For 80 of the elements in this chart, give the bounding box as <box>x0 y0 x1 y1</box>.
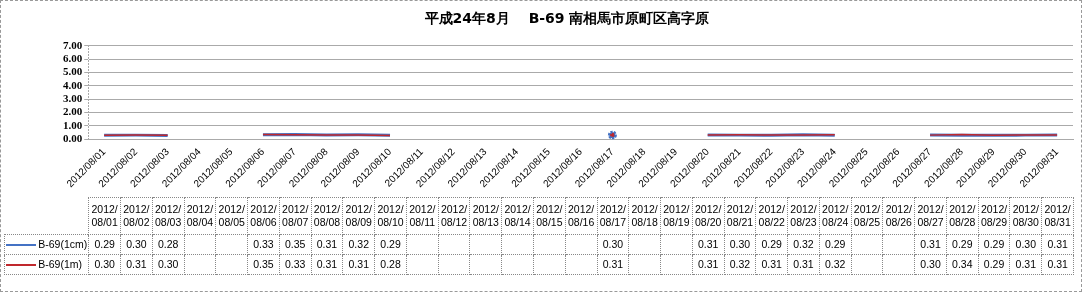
data-label: 0.31 <box>787 254 820 275</box>
data-label: 0.33 <box>247 234 280 255</box>
category-label: 2012/08/06 <box>250 203 277 228</box>
y-tick-label: 3.00 <box>63 91 83 104</box>
data-label: 0.35 <box>279 234 312 255</box>
data-label: 0.31 <box>692 234 725 255</box>
y-tick-label: 6.00 <box>63 51 83 64</box>
data-label: 0.31 <box>342 254 375 275</box>
y-tick-label: 4.00 <box>63 78 83 91</box>
category-label: 2012/08/14 <box>504 203 531 228</box>
category-label: 2012/08/12 <box>440 203 468 228</box>
category-label: 2012/08/21 <box>726 203 754 228</box>
data-label: 0.31 <box>1041 254 1074 275</box>
category-label: 2012/08/30 <box>1012 203 1039 228</box>
legend-label: B-69(1cm) <box>4 234 89 255</box>
data-label: 0.32 <box>787 234 820 255</box>
data-label: 0.30 <box>597 234 629 255</box>
data-label: 0.32 <box>342 234 375 255</box>
category-label: 2012/08/11 <box>409 203 436 228</box>
category-label: 2012/08/08 <box>313 203 341 228</box>
category-label: 2012/08/27 <box>917 203 944 228</box>
data-label: 0.30 <box>914 254 947 275</box>
data-label: 0.29 <box>819 234 852 255</box>
category-label: 2012/08/09 <box>345 203 372 228</box>
category-label: 2012/08/20 <box>695 203 722 228</box>
data-label: 0.30 <box>724 234 756 255</box>
category-label: 2012/08/19 <box>663 203 690 228</box>
chart-title: 平成24年8月 B-69 南相馬市原町区高字原 <box>423 10 710 27</box>
category-label: 2012/08/31 <box>1044 203 1071 228</box>
data-label: 0.29 <box>946 234 979 255</box>
category-label: 2012/08/26 <box>885 203 912 228</box>
data-label: 0.29 <box>978 234 1010 255</box>
data-label: 0.28 <box>374 254 407 275</box>
category-label: 2012/08/03 <box>155 203 182 228</box>
category-label: 2012/08/28 <box>949 203 976 228</box>
y-tick-label: 1.00 <box>63 118 83 131</box>
data-label: 0.29 <box>88 234 121 255</box>
data-label: 0.33 <box>279 254 312 275</box>
data-label: 0.28 <box>152 234 185 255</box>
category-label: 2012/08/18 <box>631 203 658 228</box>
category-label: 2012/08/23 <box>790 203 817 228</box>
category-label: 2012/08/05 <box>218 203 245 228</box>
category-label: 2012/08/29 <box>980 203 1008 228</box>
category-label: 2012/08/10 <box>377 203 404 228</box>
data-label: 0.31 <box>914 234 947 255</box>
data-label: 0.29 <box>978 254 1010 275</box>
data-label: 0.29 <box>374 234 407 255</box>
data-label: 0.30 <box>152 254 185 275</box>
data-label: 0.31 <box>755 254 788 275</box>
category-label: 2012/08/01 <box>91 203 118 228</box>
data-label: 0.32 <box>724 254 756 275</box>
category-label: 2012/08/15 <box>536 203 563 228</box>
data-label: 0.31 <box>1041 234 1074 255</box>
legend-label: B-69(1m) <box>4 254 89 275</box>
y-tick-label: 5.00 <box>63 65 83 78</box>
category-label: 2012/08/04 <box>186 203 214 228</box>
data-label: 0.34 <box>946 254 979 275</box>
y-tick-label: 2.00 <box>63 105 83 118</box>
data-label: 0.31 <box>311 234 343 255</box>
data-label: 0.30 <box>120 234 153 255</box>
data-label: 0.30 <box>88 254 121 275</box>
category-label: 2012/08/24 <box>822 203 849 228</box>
data-label: 0.32 <box>819 254 852 275</box>
data-label: 0.31 <box>120 254 153 275</box>
data-label: 0.31 <box>692 254 725 275</box>
category-label: 2012/08/02 <box>123 203 150 228</box>
y-tick-label: 7.00 <box>63 38 83 51</box>
category-label: 2012/08/07 <box>282 203 309 228</box>
data-label: 0.35 <box>247 254 280 275</box>
category-label: 2012/08/25 <box>853 203 881 228</box>
data-label: 0.31 <box>597 254 629 275</box>
category-label: 2012/08/13 <box>472 203 499 228</box>
category-label: 2012/08/16 <box>567 203 595 228</box>
data-label: 0.31 <box>1009 254 1042 275</box>
y-tick-label: 0.00 <box>63 131 83 144</box>
category-label: 2012/08/22 <box>758 203 785 228</box>
data-label: 0.30 <box>1009 234 1042 255</box>
data-label: 0.29 <box>755 234 788 255</box>
category-label: 2012/08/17 <box>599 203 627 228</box>
data-label: 0.31 <box>311 254 343 275</box>
